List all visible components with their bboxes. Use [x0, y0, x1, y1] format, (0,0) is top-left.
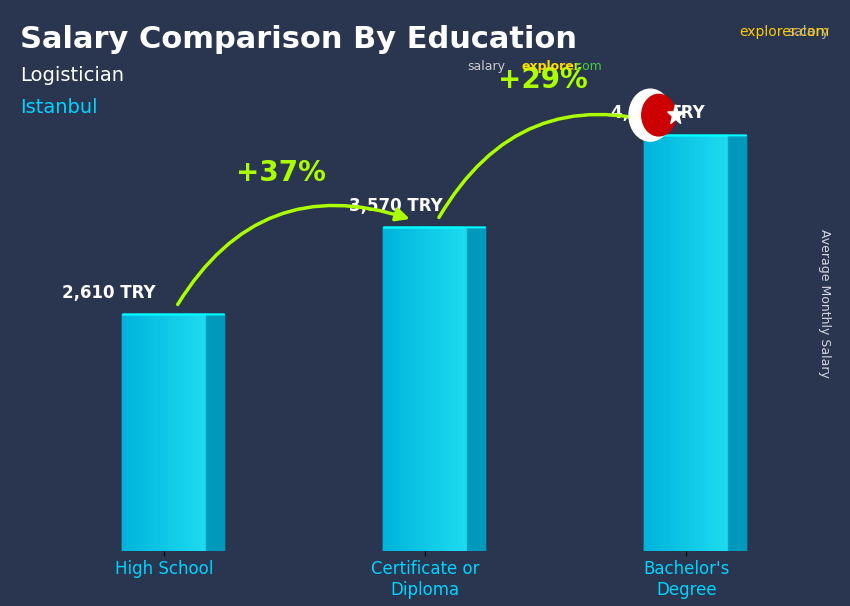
Polygon shape	[467, 227, 485, 550]
Bar	[383, 227, 388, 550]
Bar	[412, 227, 416, 550]
Bar	[164, 314, 168, 550]
Bar	[201, 314, 206, 550]
Bar	[176, 314, 180, 550]
Bar	[392, 227, 396, 550]
Text: Salary Comparison By Education: Salary Comparison By Education	[20, 25, 577, 54]
Bar	[653, 135, 657, 550]
Bar	[462, 227, 467, 550]
Bar	[172, 314, 176, 550]
Bar	[160, 314, 164, 550]
Bar	[703, 135, 707, 550]
Text: 4,590 TRY: 4,590 TRY	[610, 104, 705, 122]
Bar	[670, 135, 674, 550]
Bar	[674, 135, 678, 550]
Bar	[694, 135, 699, 550]
Bar	[724, 135, 728, 550]
Bar	[425, 227, 429, 550]
Bar	[139, 314, 143, 550]
Polygon shape	[667, 105, 684, 124]
Bar	[458, 227, 462, 550]
Circle shape	[642, 95, 676, 136]
Bar	[720, 135, 724, 550]
Text: Istanbul: Istanbul	[20, 98, 98, 116]
Bar	[644, 135, 649, 550]
Bar	[156, 314, 160, 550]
Bar	[134, 314, 139, 550]
Bar	[404, 227, 408, 550]
Bar	[147, 314, 151, 550]
Bar	[126, 314, 130, 550]
Bar	[184, 314, 189, 550]
Polygon shape	[467, 227, 485, 550]
Bar	[438, 227, 442, 550]
Bar	[400, 227, 404, 550]
Polygon shape	[728, 135, 746, 550]
Bar	[649, 135, 653, 550]
Bar	[657, 135, 661, 550]
Bar	[421, 227, 425, 550]
Bar	[434, 227, 438, 550]
Polygon shape	[728, 135, 746, 550]
Text: 3,570 TRY: 3,570 TRY	[349, 197, 443, 215]
Bar	[193, 314, 197, 550]
Bar	[122, 314, 126, 550]
Bar	[716, 135, 720, 550]
Bar	[143, 314, 147, 550]
Bar	[197, 314, 201, 550]
Bar	[388, 227, 392, 550]
Bar	[189, 314, 193, 550]
Text: .com: .com	[572, 60, 603, 73]
Bar	[383, 227, 467, 550]
Text: Average Monthly Salary: Average Monthly Salary	[818, 228, 831, 378]
Polygon shape	[206, 314, 224, 550]
Text: salary: salary	[788, 25, 830, 39]
Bar	[661, 135, 666, 550]
Bar	[690, 135, 694, 550]
Bar	[450, 227, 454, 550]
Circle shape	[629, 89, 672, 141]
Text: +37%: +37%	[236, 159, 326, 187]
Text: salary: salary	[468, 60, 506, 73]
Bar	[711, 135, 716, 550]
Bar	[686, 135, 690, 550]
Bar	[678, 135, 682, 550]
Bar	[151, 314, 156, 550]
Bar	[396, 227, 400, 550]
Bar	[707, 135, 711, 550]
Bar	[699, 135, 703, 550]
Bar	[446, 227, 450, 550]
Bar	[122, 314, 206, 550]
Text: +29%: +29%	[498, 66, 587, 95]
Bar	[682, 135, 686, 550]
Text: explorer.com: explorer.com	[740, 25, 830, 39]
Text: 2,610 TRY: 2,610 TRY	[62, 284, 156, 302]
Bar	[130, 314, 134, 550]
Bar	[454, 227, 458, 550]
Bar	[429, 227, 434, 550]
Polygon shape	[206, 314, 224, 550]
Bar	[180, 314, 184, 550]
Bar	[416, 227, 421, 550]
Text: Logistician: Logistician	[20, 66, 124, 85]
Bar	[168, 314, 172, 550]
Bar	[644, 135, 728, 550]
Bar	[442, 227, 446, 550]
Bar	[408, 227, 412, 550]
Bar	[666, 135, 670, 550]
Text: explorer: explorer	[521, 60, 580, 73]
